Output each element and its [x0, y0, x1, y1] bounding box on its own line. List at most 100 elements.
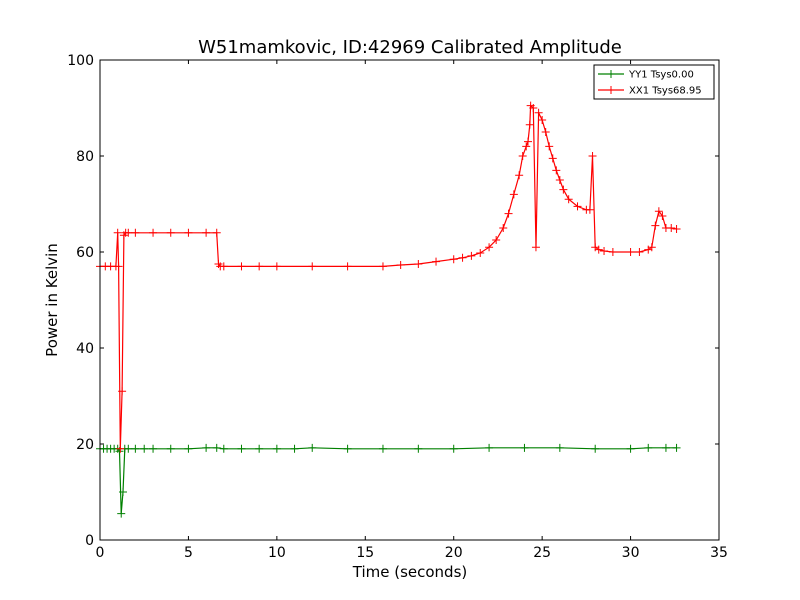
y-tick-label: 40	[76, 341, 94, 357]
data-point	[202, 228, 211, 237]
data-point	[290, 444, 299, 453]
data-point	[414, 260, 423, 268]
data-point	[396, 260, 405, 269]
plot-frame	[99, 59, 720, 541]
data-point	[378, 262, 387, 271]
data-point	[499, 224, 508, 232]
data-point	[534, 108, 543, 117]
data-point	[635, 248, 644, 256]
data-point	[538, 116, 547, 124]
y-tick-label: 100	[67, 53, 94, 69]
data-point	[118, 387, 127, 396]
data-point	[555, 443, 564, 452]
data-point	[522, 142, 531, 151]
data-point	[608, 248, 617, 256]
data-point	[166, 228, 175, 237]
x-axis-label: Time (seconds)	[352, 563, 468, 581]
data-point	[492, 236, 501, 244]
data-point	[559, 185, 568, 194]
series-yy1	[96, 443, 681, 518]
data-point	[661, 443, 670, 452]
legend-label-xx1: XX1 Tsys68.95	[629, 86, 702, 97]
data-point	[520, 443, 529, 452]
data-point	[272, 262, 281, 271]
data-point	[515, 171, 524, 180]
data-point	[116, 444, 125, 453]
data-point	[485, 243, 494, 252]
data-point	[343, 444, 352, 453]
data-point	[124, 228, 133, 237]
data-point	[509, 190, 518, 199]
data-point	[504, 209, 513, 218]
data-point	[449, 444, 458, 453]
data-point	[117, 509, 126, 518]
legend-label-yy1: YY1 Tsys0.00	[628, 70, 694, 81]
data-point	[667, 224, 676, 232]
data-point	[626, 248, 635, 256]
data-point	[272, 444, 281, 453]
y-tick-label: 80	[76, 149, 94, 165]
data-point	[449, 255, 458, 264]
data-point	[564, 195, 573, 204]
data-point	[651, 221, 660, 230]
data-point	[529, 104, 538, 112]
x-tick-label: 30	[622, 545, 640, 561]
legend-marker-xx1	[607, 86, 615, 94]
data-point	[467, 251, 476, 260]
y-axis-label: Power in Kelvin	[43, 243, 61, 357]
y-tick-label: 60	[76, 245, 94, 261]
data-point	[658, 212, 667, 220]
data-point	[594, 245, 603, 254]
data-point	[414, 444, 423, 453]
data-point	[600, 247, 609, 256]
data-point	[184, 228, 193, 237]
data-point	[166, 444, 175, 453]
data-point	[654, 207, 663, 216]
data-point	[531, 243, 540, 252]
legend-entry-yy1: YY1 Tsys0.00	[598, 70, 694, 81]
data-point	[647, 243, 656, 252]
legend-entry-xx1: XX1 Tsys68.95	[598, 86, 702, 97]
data-point	[202, 443, 211, 452]
data-point	[118, 488, 127, 496]
data-point	[212, 443, 221, 452]
x-tick-label: 20	[445, 545, 463, 561]
data-point	[573, 202, 582, 211]
y-tick-label: 0	[85, 533, 94, 549]
x-tick-label: 15	[356, 545, 374, 561]
data-point	[476, 248, 485, 257]
x-tick-label: 10	[268, 545, 286, 561]
data-point	[308, 262, 317, 271]
data-point	[485, 443, 494, 452]
data-point	[552, 166, 561, 175]
data-point	[255, 262, 264, 271]
x-tick-label: 0	[96, 545, 105, 561]
data-point	[518, 152, 527, 160]
data-point	[672, 224, 681, 233]
series-xx1	[96, 101, 681, 453]
x-tick-label: 35	[710, 545, 728, 561]
legend-marker-yy1	[607, 70, 615, 78]
data-point	[672, 443, 681, 452]
chart-title: W51mamkovic, ID:42969 Calibrated Amplitu…	[198, 37, 622, 58]
data-point	[432, 257, 441, 266]
data-point	[124, 444, 133, 453]
data-point	[545, 142, 554, 151]
series-layer	[96, 101, 681, 518]
axes-layer: 0 5 10 15 20 25 30 35 0 20 40 60 80 100	[67, 53, 728, 561]
data-point	[523, 137, 532, 146]
data-point	[541, 128, 550, 136]
data-point	[219, 444, 228, 453]
data-point	[131, 444, 140, 453]
data-point	[212, 228, 221, 237]
data-point	[343, 262, 352, 271]
data-point	[525, 120, 534, 129]
data-point	[184, 444, 193, 453]
data-point	[308, 443, 317, 452]
data-point	[131, 228, 140, 237]
x-tick-label: 25	[533, 545, 551, 561]
data-point	[255, 444, 264, 453]
data-point	[113, 228, 122, 237]
